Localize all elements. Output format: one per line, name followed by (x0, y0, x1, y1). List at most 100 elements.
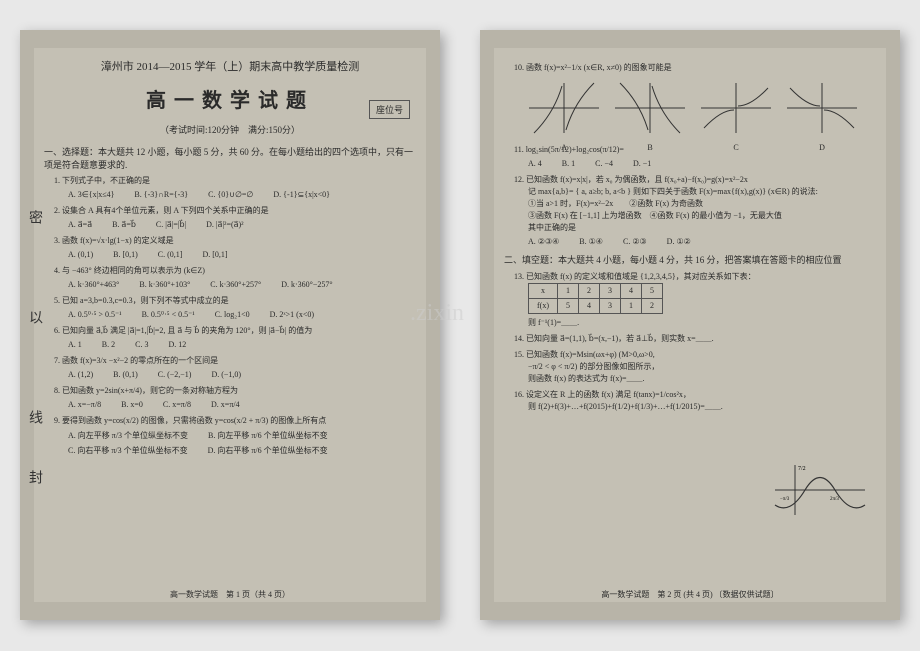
q6-opt-d: D. 12 (168, 340, 186, 349)
q9-opt-a: A. 向左平移 π/3 个单位纵坐标不变 (68, 431, 188, 440)
q4-opt-b: B. k·360°+103° (139, 280, 190, 289)
margin-char-3: 线 (24, 410, 44, 424)
question-16-sub: 则 f(2)+f(3)+…+f(2015)+f(1/2)+f(1/3)+…+f(… (528, 401, 876, 413)
q9-opt-c: C. 向右平移 π/3 个单位纵坐标不变 (68, 446, 188, 455)
question-3: 3. 函数 f(x)=√x·lg(1−x) 的定义域是 A. (0,1) B. … (44, 235, 416, 261)
page-inner-2: 10. 函数 f(x)=x²−1/x (x∈R, x≠0) 的图象可能是 A B… (494, 48, 886, 602)
q12-opt-d: D. ①② (667, 237, 691, 246)
table-cell: 5 (558, 298, 579, 313)
question-2-options: A. a⃗=a⃗ B. a⃗=b⃗ C. |a⃗|=|b⃗| D. |a⃗|²=… (68, 219, 416, 231)
q5-opt-a: A. 0.5⁰·⁵ > 0.5⁻¹ (68, 310, 122, 319)
q12-opt-a: A. ②③④ (528, 237, 559, 246)
question-10-text: 10. 函数 f(x)=x²−1/x (x∈R, x≠0) 的图象可能是 (514, 62, 876, 74)
q11-opt-a: A. 4 (528, 159, 542, 168)
q1-opt-c: C. {0}∪∅=∅ (208, 190, 253, 199)
table-cell: 2 (642, 298, 663, 313)
q8-opt-c: C. x=π/8 (163, 400, 191, 409)
q7-opt-c: C. (−2,−1) (158, 370, 192, 379)
margin-char-2: 以 (24, 310, 44, 324)
table-cell: 3 (600, 298, 621, 313)
q11-opt-b: B. 1 (562, 159, 575, 168)
question-7: 7. 函数 f(x)=3/x −x²−2 的零点所在的一个区间是 A. (1,2… (44, 355, 416, 381)
q3-opt-b: B. [0,1) (113, 250, 138, 259)
question-15-tail: 则函数 f(x) 的表达式为 f(x)=＿＿. (528, 373, 876, 385)
table-cell: 2 (579, 283, 600, 298)
exam-title: 高一数学试题 (44, 84, 416, 113)
q8-opt-d: D. x=π/4 (211, 400, 240, 409)
question-15-sub: −π/2 < φ < π/2) 的部分图像如图所示， (528, 361, 876, 373)
question-5: 5. 已知 a=3,b=0.3,c=0.3，则下列不等式中成立的是 A. 0.5… (44, 295, 416, 321)
q6-opt-b: B. 2 (102, 340, 115, 349)
margin-char-4: 封 (24, 470, 44, 484)
graph-b-label: B (610, 142, 690, 154)
q12-opt-b: B. ①④ (579, 237, 603, 246)
question-10-graphs: A B C D (524, 78, 876, 138)
q9-opt-d: D. 向右平移 π/6 个单位纵坐标不变 (208, 446, 328, 455)
question-12: 12. 已知函数 f(x)=x|x|，若 x₀ 为偶函数，且 f(x₀+a)−f… (504, 174, 876, 248)
q4-opt-c: C. k·360°+257° (210, 280, 261, 289)
section-a-heading: 一、选择题：本大题共 12 小题，每小题 5 分，共 60 分。在每小题给出的四… (44, 146, 416, 171)
question-5-options: A. 0.5⁰·⁵ > 0.5⁻¹ B. 0.5⁰·⁵ < 0.5⁻¹ C. l… (68, 309, 416, 321)
table-row: x 1 2 3 4 5 (529, 283, 663, 298)
question-14: 14. 已知向量 a⃗=(1,1), b⃗=(x,−1)，若 a⃗⊥b⃗，则实数… (504, 333, 876, 345)
table-cell: 3 (600, 283, 621, 298)
question-7-options: A. (1,2) B. (0,1) C. (−2,−1) D. (−1,0) (68, 369, 416, 381)
question-16-text: 16. 设定义在 R 上的函数 f(x) 满足 f(tanx)=1/cos²x， (514, 389, 876, 401)
graph-a-label: A (524, 142, 604, 154)
q6-opt-a: A. 1 (68, 340, 82, 349)
q11-opt-c: C. −4 (595, 159, 613, 168)
question-1-options: A. 3∈{x|x≤4} B. {-3}∩R={-3} C. {0}∪∅=∅ D… (68, 189, 416, 201)
question-12-sub2: ①当 a>1 时，F(x)=x²−2x ②函数 F(x) 为奇函数 (528, 198, 876, 210)
question-1: 1. 下列式子中，不正确的是 A. 3∈{x|x≤4} B. {-3}∩R={-… (44, 175, 416, 201)
table-cell: 4 (579, 298, 600, 313)
question-6-text: 6. 已知向量 a⃗,b⃗ 满足 |a⃗|=1,|b⃗|=2, 且 a⃗ 与 b… (54, 325, 416, 337)
q12-opt-c: C. ②③ (623, 237, 647, 246)
q8-opt-b: B. x=0 (121, 400, 143, 409)
question-16: 16. 设定义在 R 上的函数 f(x) 满足 f(tanx)=1/cos²x，… (504, 389, 876, 413)
q1-opt-a: A. 3∈{x|x≤4} (68, 190, 114, 199)
question-9: 9. 要得到函数 y=cos(x/2) 的图像，只需将函数 y=cos(x/2 … (44, 415, 416, 458)
q7-opt-b: B. (0,1) (113, 370, 138, 379)
q5-opt-b: B. 0.5⁰·⁵ < 0.5⁻¹ (142, 310, 195, 319)
table-cell: x (529, 283, 558, 298)
table-cell: 5 (642, 283, 663, 298)
margin-char-1: 密 (24, 210, 44, 224)
q1-opt-b: B. {-3}∩R={-3} (134, 190, 188, 199)
question-5-text: 5. 已知 a=3,b=0.3,c=0.3，则下列不等式中成立的是 (54, 295, 416, 307)
question-12-options: A. ②③④ B. ①④ C. ②③ D. ①② (528, 236, 876, 248)
q8-opt-a: A. x=−π/8 (68, 400, 101, 409)
q3-opt-c: C. (0,1] (158, 250, 183, 259)
q2-opt-d: D. |a⃗|²=(a⃗)² (206, 220, 243, 229)
section-b-heading: 二、填空题：本大题共 4 小题，每小题 4 分，共 16 分，把答案填在答题卡的… (504, 254, 876, 267)
graph-c-label: C (696, 142, 776, 154)
question-8-text: 8. 已知函数 y=2sin(x+π/4)，则它的一条对称轴方程为 (54, 385, 416, 397)
sine-wave-graph: 7/2 −π/3 2π/3 (770, 460, 870, 520)
question-13: 13. 已知函数 f(x) 的定义域和值域是 {1,2,3,4,5}，其对应关系… (504, 271, 876, 329)
question-1-text: 1. 下列式子中，不正确的是 (54, 175, 416, 187)
question-13-tail: 则 f⁻¹(1)=＿＿. (528, 317, 876, 329)
table-cell: 1 (558, 283, 579, 298)
question-14-text: 14. 已知向量 a⃗=(1,1), b⃗=(x,−1)，若 a⃗⊥b⃗，则实数… (514, 333, 876, 345)
exam-page-1: 密 以 线 封 漳州市 2014—2015 学年（上）期末高中教学质量检测 高一… (20, 30, 440, 620)
question-4: 4. 与 −463° 终边相同的角可以表示为 (k∈Z) A. k·360°+4… (44, 265, 416, 291)
question-9-options: A. 向左平移 π/3 个单位纵坐标不变 B. 向左平移 π/6 个单位纵坐标不… (68, 429, 416, 458)
question-11-options: A. 4 B. 1 C. −4 D. −1 (528, 158, 876, 170)
question-9-text: 9. 要得到函数 y=cos(x/2) 的图像，只需将函数 y=cos(x/2 … (54, 415, 416, 427)
table-cell: f(x) (529, 298, 558, 313)
svg-text:2π/3: 2π/3 (830, 497, 839, 502)
question-12-sub3: ③函数 F(x) 在 [−1,1] 上为增函数 ④函数 F(x) 的最小值为 −… (528, 210, 876, 222)
exam-subtitle: （考试时间:120分钟 满分:150分） (44, 123, 416, 136)
question-4-text: 4. 与 −463° 终边相同的角可以表示为 (k∈Z) (54, 265, 416, 277)
question-6-options: A. 1 B. 2 C. 3 D. 12 (68, 339, 416, 351)
question-15-text: 15. 已知函数 f(x)=Msin(ωx+φ) (M>0,ω>0, (514, 349, 876, 361)
exam-page-2: 10. 函数 f(x)=x²−1/x (x∈R, x≠0) 的图象可能是 A B… (480, 30, 900, 620)
y-tick-label: 7/2 (798, 466, 806, 472)
q5-opt-c: C. log₂1<0 (215, 310, 250, 319)
question-3-options: A. (0,1) B. [0,1) C. (0,1] D. [0,1] (68, 249, 416, 261)
q7-opt-d: D. (−1,0) (211, 370, 241, 379)
question-7-text: 7. 函数 f(x)=3/x −x²−2 的零点所在的一个区间是 (54, 355, 416, 367)
question-10: 10. 函数 f(x)=x²−1/x (x∈R, x≠0) 的图象可能是 A B… (504, 62, 876, 138)
q2-opt-c: C. |a⃗|=|b⃗| (156, 220, 186, 229)
page-1-footer: 高一数学试题 第 1 页（共 4 页） (20, 589, 440, 600)
question-8: 8. 已知函数 y=2sin(x+π/4)，则它的一条对称轴方程为 A. x=−… (44, 385, 416, 411)
